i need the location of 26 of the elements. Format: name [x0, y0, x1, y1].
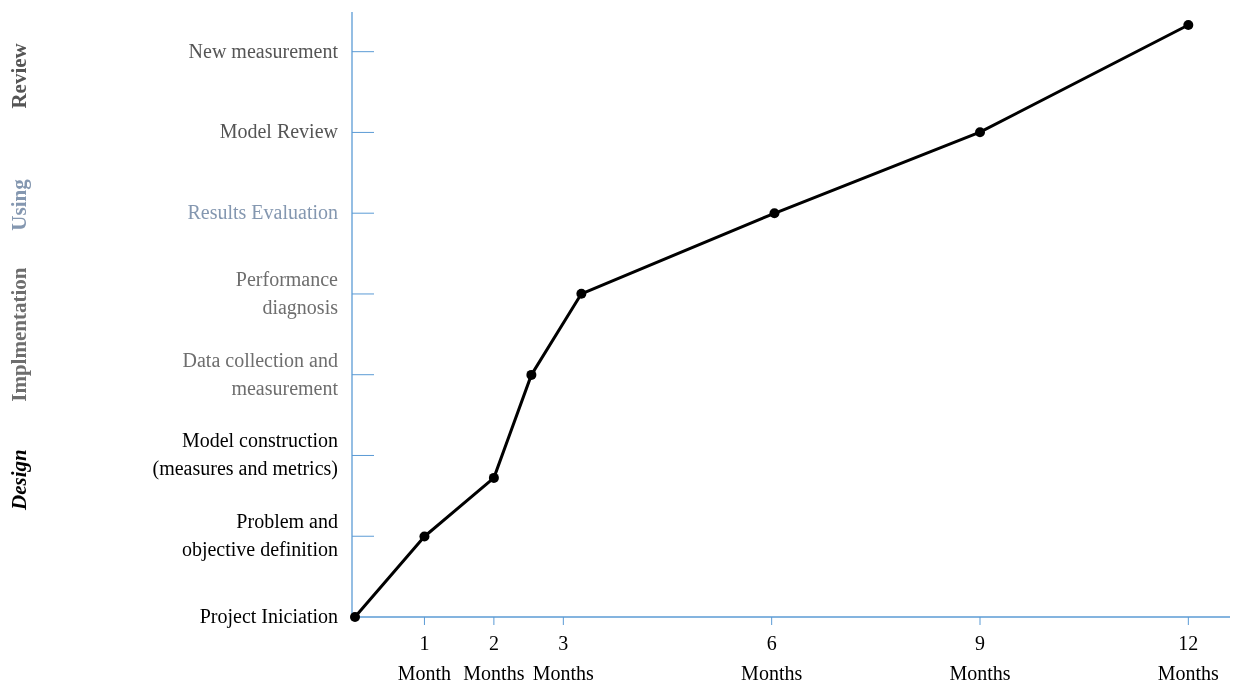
point: [576, 288, 587, 299]
point: [769, 208, 780, 219]
x-tick-label: 3 Months: [532, 632, 595, 684]
text: Model Review: [219, 120, 339, 143]
point: [526, 369, 537, 380]
point: [419, 531, 430, 542]
x-tick-label: 12 Months: [1157, 632, 1220, 684]
text: Data collection and measurement: [182, 348, 339, 399]
x-tick-label: 2 Months: [463, 632, 525, 684]
point: [975, 127, 985, 138]
x-tick-label: 6 Months: [741, 632, 803, 684]
text: Performance diagnosis: [235, 267, 339, 319]
text: Project Iniciation: [199, 605, 338, 628]
point: [1183, 20, 1194, 31]
point: [350, 612, 360, 622]
text: New measurement: [188, 39, 339, 62]
x-tick-label: 1 Month: [397, 632, 452, 684]
text: Problem and objective definition: [181, 510, 338, 562]
text: Implmentation: [7, 267, 31, 402]
text: Results Evaluation: [187, 201, 338, 224]
x-tick-label: 9 Months: [949, 632, 1011, 684]
point: [488, 472, 499, 483]
text: Review: [7, 42, 31, 109]
text: Using: [7, 178, 31, 231]
text: Model construction (measures and metrics): [152, 429, 338, 481]
text: Design: [7, 449, 31, 512]
